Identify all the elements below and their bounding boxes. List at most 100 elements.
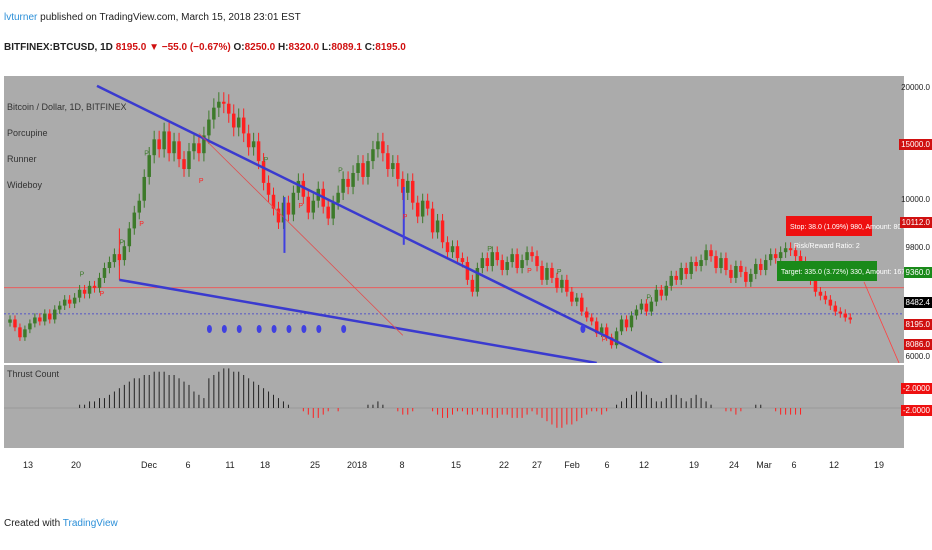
candle: [386, 153, 390, 170]
bear-marker: P: [527, 268, 532, 275]
candle: [351, 172, 355, 187]
time-axis-label: 11: [225, 460, 235, 470]
bull-marker: P: [264, 157, 269, 164]
pane-label-porcupine: Porcupine: [7, 128, 48, 138]
tradingview-link[interactable]: TradingView: [62, 518, 118, 529]
bear-marker: P: [199, 178, 204, 185]
time-axis-label: Dec: [140, 460, 158, 470]
target-tag: [777, 261, 877, 281]
time-axis-label: 25: [309, 460, 321, 470]
candle: [709, 250, 713, 257]
candle: [813, 279, 818, 292]
candle: [525, 252, 529, 261]
candle: [798, 256, 803, 263]
candle: [754, 264, 758, 274]
candle: [182, 159, 186, 170]
time-axis-label: 27: [531, 460, 543, 470]
time-axis-label: 12: [828, 460, 840, 470]
pane-label-symbol: Bitcoin / Dollar, 1D, BITFINEX: [7, 102, 127, 112]
candle: [749, 273, 753, 282]
candle: [122, 246, 127, 261]
candle: [729, 269, 733, 278]
author-link[interactable]: lvturner: [4, 12, 38, 23]
candle: [575, 297, 579, 302]
candle: [540, 266, 544, 280]
candle: [594, 321, 599, 334]
last-price: 8195.0: [115, 42, 147, 53]
osc-axis[interactable]: -2.0000 -2.0000: [900, 365, 932, 448]
candle: [97, 277, 102, 288]
candle: [38, 317, 42, 322]
candle: [465, 262, 470, 280]
ohlc-open: 8250.0: [244, 42, 276, 53]
time-axis-label: Mar: [756, 460, 772, 470]
signal-dot: [256, 325, 262, 333]
candle: [614, 331, 619, 346]
price-axis[interactable]: 20000.0 15000.0 10000.0 10112.0 9800.0 9360.0…: [899, 76, 932, 363]
bull-marker: P: [487, 246, 492, 253]
time-axis-label: 13: [22, 460, 34, 470]
bull-marker: P: [119, 240, 124, 247]
candle: [217, 101, 221, 108]
candle: [331, 202, 335, 219]
price-axis-tag: 15000.0: [899, 139, 932, 150]
candle: [187, 151, 191, 170]
symbol-line: BITFINEX:BTCUSD, 1D 8195.0 ▼ −55.0 (−0.6…: [4, 42, 406, 53]
candle: [410, 180, 415, 203]
price-pane[interactable]: P P P P P P P P P P P P P P P Stop: 38.0 (1.09%) 980, A…: [4, 76, 904, 363]
candle: [704, 250, 708, 261]
candle: [763, 260, 768, 270]
time-axis-label: 8: [399, 460, 405, 470]
signal-dot: [316, 325, 322, 333]
candle: [420, 200, 425, 217]
candle: [197, 143, 201, 154]
candle: [127, 228, 132, 247]
candle: [361, 163, 365, 177]
time-axis-label: 24: [728, 460, 740, 470]
time-axis-label: 20: [70, 460, 82, 470]
candle: [515, 254, 519, 268]
candle: [266, 182, 271, 195]
candle: [132, 212, 137, 229]
price-change: ▼ −55.0 (−0.67%): [149, 42, 231, 53]
candle: [72, 297, 77, 304]
candle: [207, 119, 211, 136]
candle: [485, 258, 490, 267]
candle: [639, 303, 644, 310]
candle: [202, 135, 206, 154]
candle: [460, 258, 465, 263]
signal-dot: [341, 325, 347, 333]
candle: [8, 319, 12, 323]
candle: [415, 202, 420, 217]
price-axis-label: 6000.0: [905, 352, 930, 361]
candle: [719, 258, 723, 268]
candle: [689, 262, 693, 274]
candle: [296, 180, 301, 193]
candle: [162, 131, 166, 150]
candle: [107, 262, 112, 268]
candle: [589, 317, 594, 322]
candle: [341, 178, 345, 193]
candle: [659, 289, 664, 296]
candle: [286, 202, 291, 215]
bull-marker: P: [80, 271, 85, 278]
candle: [172, 141, 176, 154]
candle: [455, 246, 460, 259]
candle: [783, 248, 788, 253]
time-axis[interactable]: 13 20 Dec 6 11 18 25 2018 8 15 22 27 Feb 6 12 19 24 Mar 6 1…: [4, 450, 904, 488]
candle: [57, 305, 62, 310]
candle: [848, 317, 852, 320]
signal-dot: [286, 325, 292, 333]
candle: [684, 267, 688, 274]
candle: [137, 200, 142, 213]
candle: [82, 289, 87, 294]
candle: [649, 301, 654, 312]
channel-upper-line: [96, 84, 664, 363]
projection-line: [863, 281, 900, 363]
candle: [102, 267, 107, 278]
thrust-count-pane[interactable]: Thrust Count: [4, 365, 904, 448]
osc-axis-tag: -2.0000: [900, 405, 932, 416]
bear-marker: P: [139, 221, 144, 228]
bear-marker: P: [298, 203, 303, 210]
candle: [212, 107, 216, 120]
